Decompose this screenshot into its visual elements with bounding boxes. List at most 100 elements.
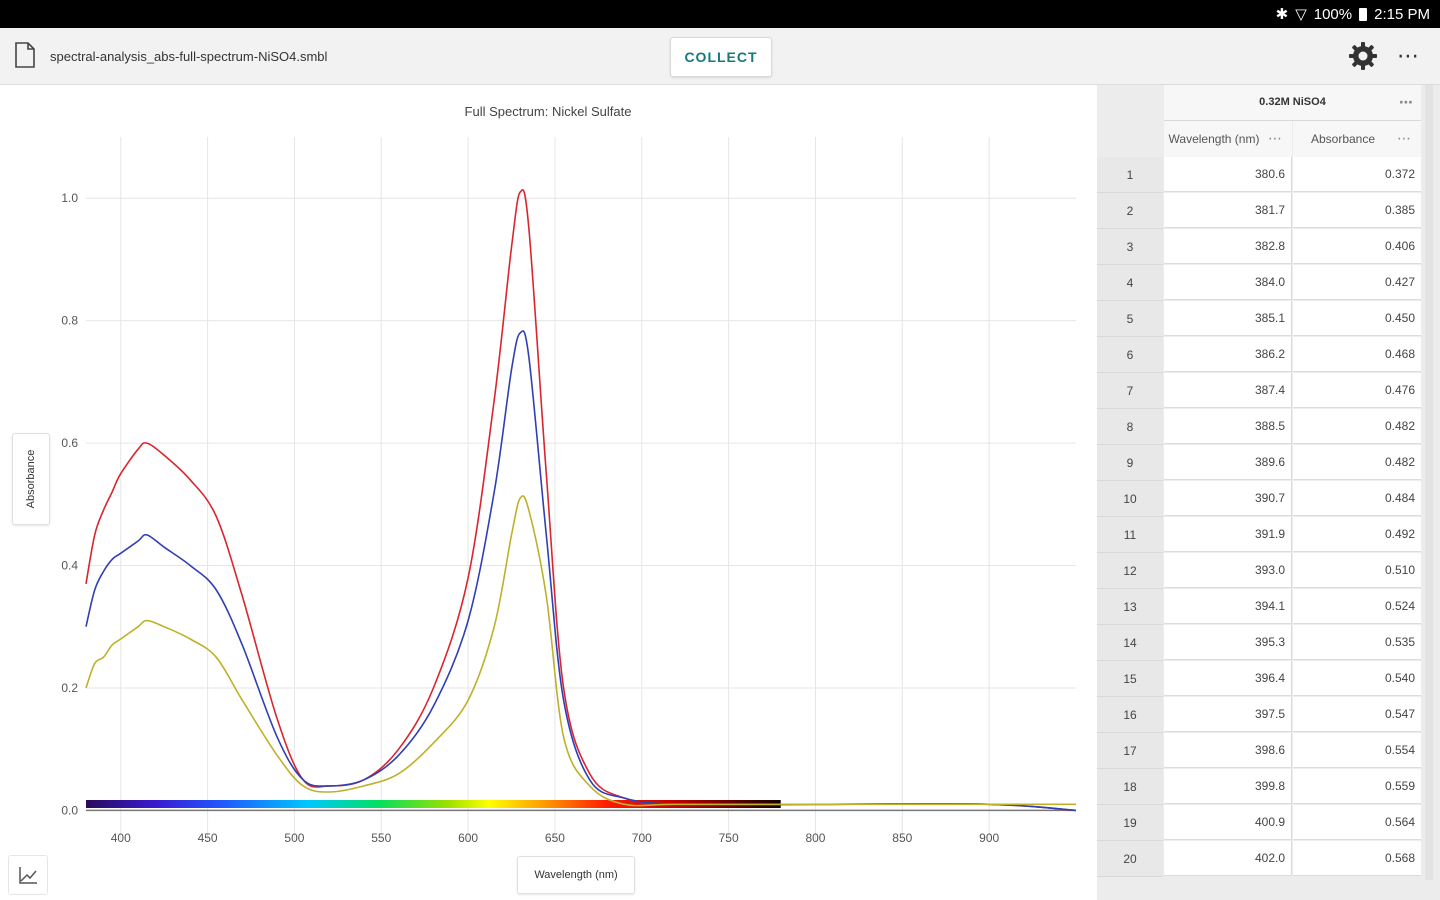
cell-wavelength[interactable]: 386.2 — [1164, 337, 1292, 372]
column-header-absorbance-label: Absorbance — [1310, 132, 1376, 146]
cell-wavelength[interactable]: 397.5 — [1164, 697, 1292, 732]
dataset-more-icon[interactable]: ⋯ — [1399, 94, 1413, 110]
cell-absorbance[interactable]: 0.524 — [1293, 589, 1421, 624]
cell-wavelength[interactable]: 384.0 — [1164, 265, 1292, 300]
cell-wavelength[interactable]: 396.4 — [1164, 661, 1292, 696]
cell-absorbance[interactable]: 0.482 — [1293, 445, 1421, 480]
cell-absorbance[interactable]: 0.535 — [1293, 625, 1421, 660]
cell-absorbance[interactable]: 0.468 — [1293, 337, 1421, 372]
row-index: 9 — [1097, 445, 1163, 481]
more-icon[interactable]: ⋯ — [1397, 43, 1419, 68]
table-scrollbar[interactable] — [1425, 85, 1433, 880]
x-tick-label: 800 — [805, 831, 825, 845]
cell-absorbance[interactable]: 0.547 — [1293, 697, 1421, 732]
cell-wavelength[interactable]: 402.0 — [1164, 841, 1292, 876]
cell-wavelength[interactable]: 393.0 — [1164, 553, 1292, 588]
clock: 2:15 PM — [1374, 5, 1430, 23]
table-row[interactable]: 5 385.1 0.450 — [1097, 301, 1423, 337]
table-row[interactable]: 9 389.6 0.482 — [1097, 445, 1423, 481]
x-tick-label: 900 — [979, 831, 999, 845]
x-axis-label-button[interactable]: Wavelength (nm) — [517, 856, 635, 894]
row-index: 12 — [1097, 553, 1163, 589]
table-row[interactable]: 15 396.4 0.540 — [1097, 661, 1423, 697]
series-line — [85, 189, 1077, 812]
cell-absorbance[interactable]: 0.406 — [1293, 229, 1421, 264]
table-row[interactable]: 20 402.0 0.568 — [1097, 841, 1423, 877]
cell-wavelength[interactable]: 400.9 — [1164, 805, 1292, 840]
cell-absorbance[interactable]: 0.564 — [1293, 805, 1421, 840]
dataset-name: 0.32M NiSO4 — [1259, 96, 1326, 108]
y-tick-label: 0.6 — [61, 436, 78, 450]
table-row[interactable]: 19 400.9 0.564 — [1097, 805, 1423, 841]
table-row[interactable]: 2 381.7 0.385 — [1097, 193, 1423, 229]
table-row[interactable]: 13 394.1 0.524 — [1097, 589, 1423, 625]
cell-absorbance[interactable]: 0.385 — [1293, 193, 1421, 228]
x-tick-label: 650 — [545, 831, 565, 845]
cell-wavelength[interactable]: 389.6 — [1164, 445, 1292, 480]
cell-wavelength[interactable]: 387.4 — [1164, 373, 1292, 408]
wifi-icon: ▽ — [1295, 6, 1307, 23]
cell-absorbance[interactable]: 0.427 — [1293, 265, 1421, 300]
graph-tools-button[interactable] — [8, 855, 48, 895]
cell-wavelength[interactable]: 391.9 — [1164, 517, 1292, 552]
file-name[interactable]: spectral-analysis_abs-full-spectrum-NiSO… — [50, 49, 328, 64]
cell-absorbance[interactable]: 0.568 — [1293, 841, 1421, 876]
column-header-wavelength[interactable]: Wavelength (nm) ⋯ — [1164, 121, 1292, 158]
column-wavelength-more-icon[interactable]: ⋯ — [1268, 130, 1282, 146]
table-row[interactable]: 16 397.5 0.547 — [1097, 697, 1423, 733]
chart-grid — [86, 137, 1076, 841]
series-line — [85, 330, 1077, 812]
table-row[interactable]: 14 395.3 0.535 — [1097, 625, 1423, 661]
cell-absorbance[interactable]: 0.484 — [1293, 481, 1421, 516]
cell-absorbance[interactable]: 0.476 — [1293, 373, 1421, 408]
battery-icon — [1359, 7, 1368, 21]
row-index: 10 — [1097, 481, 1163, 517]
row-index: 18 — [1097, 769, 1163, 805]
cell-wavelength[interactable]: 390.7 — [1164, 481, 1292, 516]
y-axis-label-button[interactable]: Absorbance — [12, 433, 50, 525]
x-tick-label: 600 — [458, 831, 478, 845]
table-row[interactable]: 12 393.0 0.510 — [1097, 553, 1423, 589]
cell-wavelength[interactable]: 385.1 — [1164, 301, 1292, 336]
table-row[interactable]: 18 399.8 0.559 — [1097, 769, 1423, 805]
cell-absorbance[interactable]: 0.372 — [1293, 157, 1421, 192]
cell-absorbance[interactable]: 0.450 — [1293, 301, 1421, 336]
spectrum-chart[interactable]: Full Spectrum: Nickel Sulfate 0.00.20.40… — [0, 85, 1096, 900]
cell-absorbance[interactable]: 0.540 — [1293, 661, 1421, 696]
file-icon[interactable] — [14, 42, 36, 68]
y-axis-label: Absorbance — [25, 449, 37, 509]
row-index: 7 — [1097, 373, 1163, 409]
gear-icon[interactable] — [1348, 41, 1378, 71]
table-row[interactable]: 8 388.5 0.482 — [1097, 409, 1423, 445]
cell-wavelength[interactable]: 394.1 — [1164, 589, 1292, 624]
table-row[interactable]: 3 382.8 0.406 — [1097, 229, 1423, 265]
cell-wavelength[interactable]: 395.3 — [1164, 625, 1292, 660]
x-tick-label: 500 — [284, 831, 304, 845]
table-row[interactable]: 1 380.6 0.372 — [1097, 157, 1423, 193]
table-row[interactable]: 11 391.9 0.492 — [1097, 517, 1423, 553]
x-tick-labels: 400 450 500 550 600 650 700 750 800 850 900 — [111, 831, 1000, 845]
column-absorbance-more-icon[interactable]: ⋯ — [1397, 130, 1411, 146]
cell-wavelength[interactable]: 388.5 — [1164, 409, 1292, 444]
collect-button[interactable]: COLLECT — [670, 37, 772, 77]
cell-wavelength[interactable]: 399.8 — [1164, 769, 1292, 804]
cell-wavelength[interactable]: 381.7 — [1164, 193, 1292, 228]
dataset-header[interactable]: 0.32M NiSO4 ⋯ — [1164, 85, 1421, 121]
cell-absorbance[interactable]: 0.510 — [1293, 553, 1421, 588]
cell-wavelength[interactable]: 380.6 — [1164, 157, 1292, 192]
row-index: 13 — [1097, 589, 1163, 625]
table-row[interactable]: 17 398.6 0.554 — [1097, 733, 1423, 769]
y-tick-label: 1.0 — [61, 191, 78, 205]
cell-absorbance[interactable]: 0.482 — [1293, 409, 1421, 444]
column-header-absorbance[interactable]: Absorbance ⋯ — [1293, 121, 1421, 158]
cell-absorbance[interactable]: 0.554 — [1293, 733, 1421, 768]
cell-absorbance[interactable]: 0.492 — [1293, 517, 1421, 552]
table-row[interactable]: 10 390.7 0.484 — [1097, 481, 1423, 517]
row-index: 16 — [1097, 697, 1163, 733]
cell-wavelength[interactable]: 398.6 — [1164, 733, 1292, 768]
table-row[interactable]: 6 386.2 0.468 — [1097, 337, 1423, 373]
table-row[interactable]: 4 384.0 0.427 — [1097, 265, 1423, 301]
table-row[interactable]: 7 387.4 0.476 — [1097, 373, 1423, 409]
cell-wavelength[interactable]: 382.8 — [1164, 229, 1292, 264]
cell-absorbance[interactable]: 0.559 — [1293, 769, 1421, 804]
